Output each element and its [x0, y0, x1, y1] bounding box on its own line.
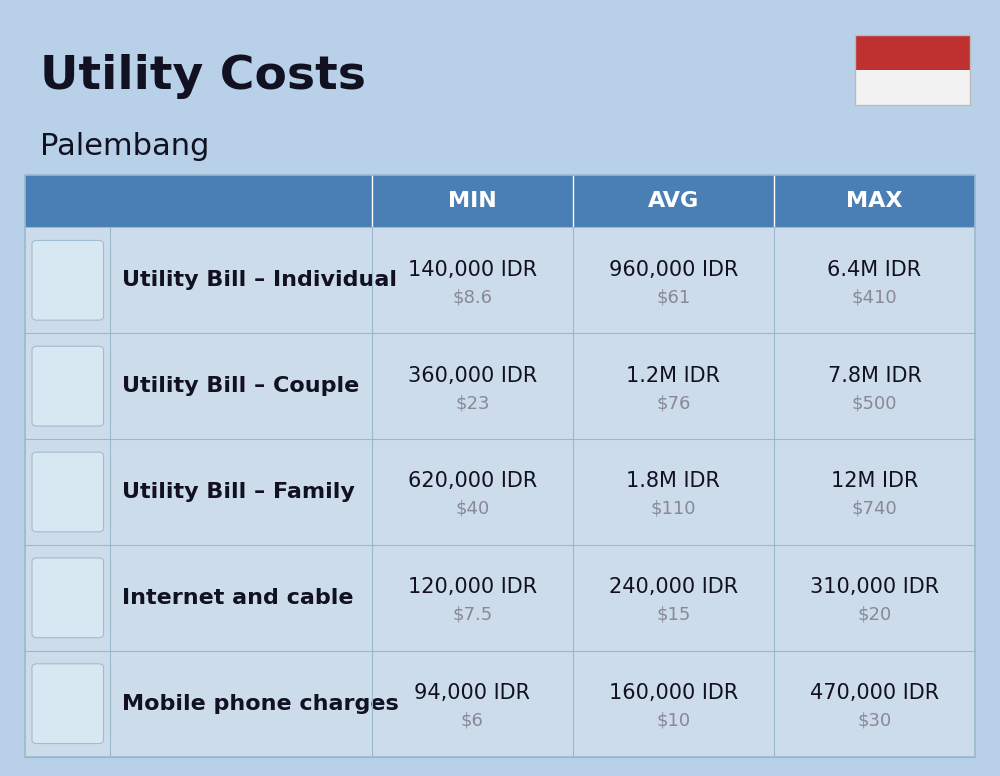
Text: $20: $20	[857, 606, 892, 624]
Text: 120,000 IDR: 120,000 IDR	[408, 577, 537, 598]
Text: $61: $61	[656, 288, 690, 307]
Text: 6.4M IDR: 6.4M IDR	[827, 260, 922, 279]
Text: 360,000 IDR: 360,000 IDR	[408, 365, 537, 386]
Text: 1.8M IDR: 1.8M IDR	[626, 471, 720, 491]
Text: Mobile phone charges: Mobile phone charges	[122, 694, 399, 714]
Text: 94,000 IDR: 94,000 IDR	[414, 683, 530, 703]
FancyBboxPatch shape	[855, 70, 970, 105]
Text: 960,000 IDR: 960,000 IDR	[609, 260, 738, 279]
Text: $10: $10	[656, 712, 690, 729]
FancyBboxPatch shape	[25, 439, 975, 545]
FancyBboxPatch shape	[25, 651, 975, 757]
Text: 140,000 IDR: 140,000 IDR	[408, 260, 537, 279]
Text: $8.6: $8.6	[452, 288, 492, 307]
Text: $30: $30	[857, 712, 892, 729]
Text: 620,000 IDR: 620,000 IDR	[408, 471, 537, 491]
Text: $76: $76	[656, 394, 691, 412]
Text: $500: $500	[852, 394, 897, 412]
Text: Utility Bill – Couple: Utility Bill – Couple	[122, 376, 360, 396]
FancyBboxPatch shape	[32, 346, 104, 426]
Text: $40: $40	[455, 500, 489, 518]
Text: 1.2M IDR: 1.2M IDR	[626, 365, 720, 386]
Text: $15: $15	[656, 606, 691, 624]
Text: 160,000 IDR: 160,000 IDR	[609, 683, 738, 703]
Text: $410: $410	[852, 288, 897, 307]
Text: AVG: AVG	[648, 191, 699, 211]
Text: 240,000 IDR: 240,000 IDR	[609, 577, 738, 598]
Text: Utility Bill – Family: Utility Bill – Family	[122, 482, 355, 502]
Text: $23: $23	[455, 394, 490, 412]
Text: $7.5: $7.5	[452, 606, 492, 624]
FancyBboxPatch shape	[32, 663, 104, 743]
Text: $110: $110	[651, 500, 696, 518]
FancyBboxPatch shape	[32, 452, 104, 532]
Text: Internet and cable: Internet and cable	[122, 588, 354, 608]
Text: Palembang: Palembang	[40, 132, 209, 161]
Text: $740: $740	[852, 500, 897, 518]
Text: $6: $6	[461, 712, 484, 729]
Text: 12M IDR: 12M IDR	[831, 471, 918, 491]
FancyBboxPatch shape	[25, 545, 975, 651]
Text: Utility Bill – Individual: Utility Bill – Individual	[122, 270, 398, 290]
FancyBboxPatch shape	[855, 35, 970, 70]
Text: MAX: MAX	[846, 191, 903, 211]
FancyBboxPatch shape	[25, 333, 975, 439]
FancyBboxPatch shape	[25, 227, 975, 333]
FancyBboxPatch shape	[25, 175, 975, 227]
Text: 7.8M IDR: 7.8M IDR	[828, 365, 921, 386]
Text: 470,000 IDR: 470,000 IDR	[810, 683, 939, 703]
Text: MIN: MIN	[448, 191, 497, 211]
FancyBboxPatch shape	[32, 241, 104, 320]
Text: 310,000 IDR: 310,000 IDR	[810, 577, 939, 598]
Text: Utility Costs: Utility Costs	[40, 54, 366, 99]
FancyBboxPatch shape	[32, 558, 104, 638]
